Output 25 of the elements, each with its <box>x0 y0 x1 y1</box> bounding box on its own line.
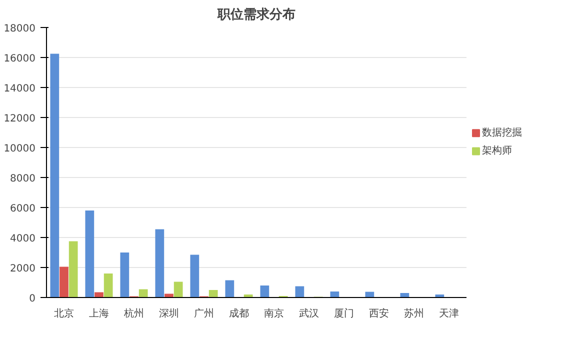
y-tick-label: 4000 <box>10 234 36 244</box>
y-tick-label: 16000 <box>4 54 36 64</box>
x-tick-label: 成都 <box>229 308 249 320</box>
x-tick-label: 杭州 <box>123 308 144 320</box>
x-tick-label: 武汉 <box>299 308 319 320</box>
y-tick-label: 8000 <box>10 174 36 184</box>
y-tick-label: 18000 <box>4 24 36 34</box>
y-tick-label: 6000 <box>10 204 36 214</box>
y-tick-label: 2000 <box>10 264 36 274</box>
y-tick-label: 10000 <box>4 144 36 154</box>
y-tick-label: 12000 <box>4 114 36 124</box>
x-tick-label: 西安 <box>369 308 389 320</box>
y-tick-label: 0 <box>29 294 36 304</box>
legend-label: 架构师 <box>482 144 512 157</box>
x-tick-label: 广州 <box>194 308 214 320</box>
chart-title: 职位需求分布 <box>216 6 296 22</box>
x-tick-label: 苏州 <box>404 308 424 320</box>
x-tick-label: 厦门 <box>334 308 354 320</box>
x-tick-label: 南京 <box>264 308 284 320</box>
y-tick-label: 14000 <box>4 84 36 94</box>
x-tick-label: 北京 <box>54 308 74 320</box>
x-tick-label: 深圳 <box>159 308 179 320</box>
legend-label: 数据挖掘 <box>482 126 522 139</box>
x-tick-label: 上海 <box>89 308 109 320</box>
x-tick-label: 天津 <box>439 308 459 320</box>
